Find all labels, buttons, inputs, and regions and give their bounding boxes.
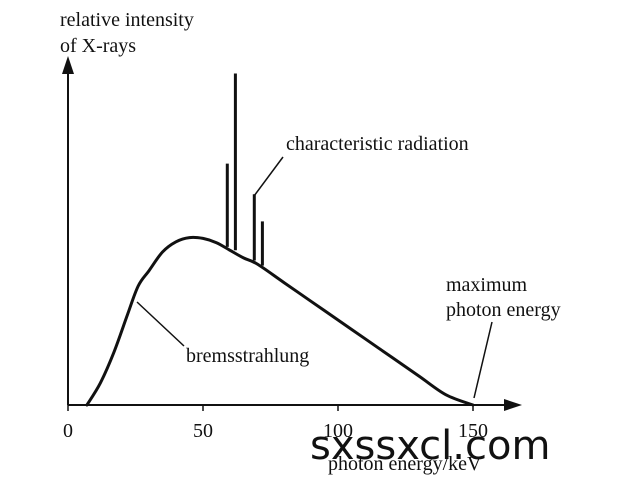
x-axis-arrowhead [504, 399, 522, 411]
x-tick-label: 0 [63, 420, 73, 442]
annotation-bremsstrahlung: bremsstrahlung [186, 345, 309, 367]
x-tick-label: 50 [193, 420, 213, 442]
bremsstrahlung-curve [85, 235, 475, 407]
x-tick-label: 100 [323, 420, 353, 442]
watermark: sxssxcl.com [310, 423, 550, 469]
x-axis-label: photon energy/keV [328, 453, 482, 475]
leader-characteristic [253, 156, 284, 197]
y-axis-label-line-1: relative intensity [60, 9, 194, 31]
axes [67, 72, 508, 406]
x-tick-label: 150 [458, 420, 488, 442]
annotation-maximum-line-1: maximum [446, 274, 528, 296]
leader-maximum-photon-energy [473, 321, 493, 399]
y-axis-arrowhead [62, 56, 74, 74]
y-axis-label-line-2: of X-rays [60, 35, 136, 57]
leader-bremsstrahlung [136, 301, 185, 347]
annotation-maximum-line-2: photon energy [446, 299, 561, 321]
x-ticks: 0 50 100 150 [63, 405, 488, 442]
characteristic-lines [225, 73, 264, 266]
annotation-characteristic-radiation: characteristic radiation [286, 133, 469, 155]
